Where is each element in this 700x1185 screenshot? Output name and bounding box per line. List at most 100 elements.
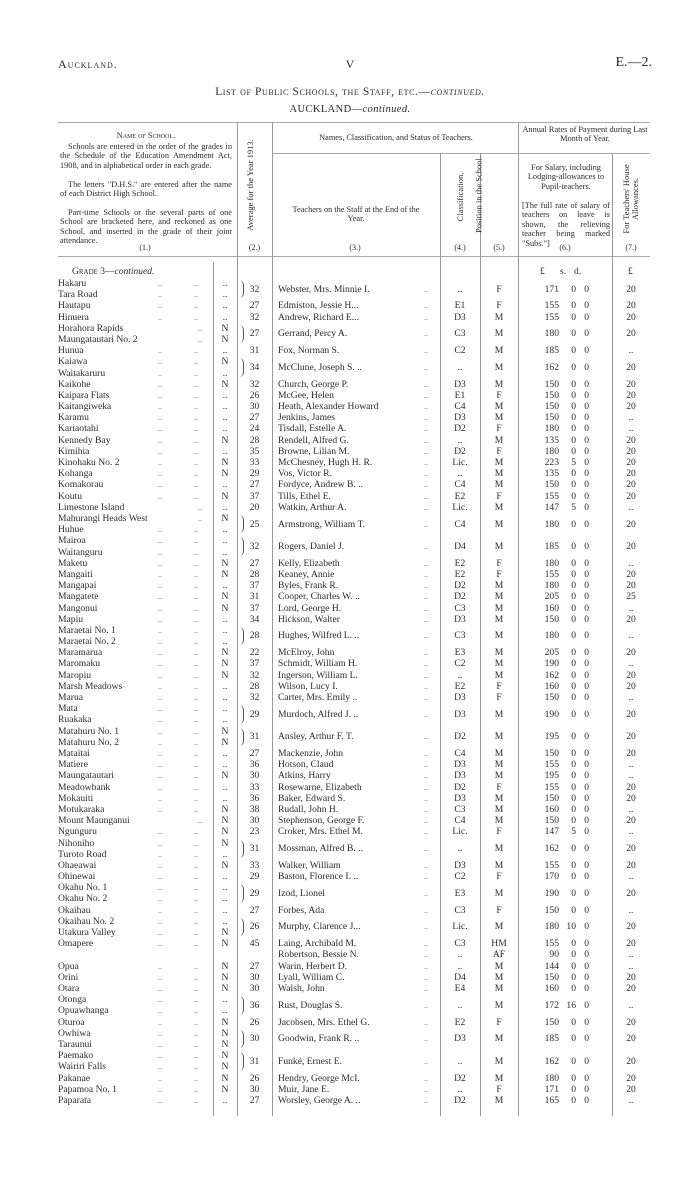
school-names: Mokauiti [58,793,213,804]
salary-pence: 0 [584,401,589,413]
classification-cell: E1 [440,390,480,401]
school-names: Maungatautari [58,770,213,781]
position-cell: M [480,580,518,591]
classification-cell: D3 [440,312,480,323]
average-attendance: 36 [237,994,272,1016]
salary-shillings: 5 [571,826,576,838]
average-attendance: 31 [237,591,272,602]
school-names: Hunua [58,345,213,356]
classification-cell: D3 [440,1028,480,1050]
school-name: Otonga [58,994,213,1005]
classification: C3 [454,602,466,614]
classification-cell: E3 [440,882,480,904]
house-allowance: 20 [626,311,636,323]
house-allowance: 20 [626,361,636,373]
native-flags: N [213,658,237,669]
school-name: Meadowbank [58,782,213,793]
average-attendance: 30 [237,815,272,826]
teacher-name: Ingerson, William L. [278,670,440,681]
col1-note: The letters "D.H.S." are entered after t… [60,180,232,199]
native-flags: N [213,961,237,972]
average-value: 28 [249,630,260,642]
native-flags: N [213,860,237,871]
teacher-name: McElroy, John [278,647,440,658]
school-name: Mangonui [58,603,213,614]
salary-amount: 155 0 0 [518,312,612,323]
teacher-name: Goodwin, Frank R. .. [278,1033,440,1044]
house-allowance-cell: 20 [612,278,650,300]
salary-shillings: 16 [566,999,576,1011]
average-value: 26 [249,921,260,933]
house-allowance-cell: 20 [612,860,650,871]
salary-cell: 150 0 0 [518,401,612,412]
salary-pounds: 223 [544,457,559,469]
native-flags: .... [213,994,237,1016]
average-attendance: 33 [237,457,272,468]
house-allowance: 20 [626,971,636,983]
salary-pounds: 172 [544,999,559,1011]
native-flag: .. [222,278,228,289]
house-allowance-cell: .. [612,804,650,815]
native-flags: .. [213,614,237,625]
position-cell: F [480,569,518,580]
salary-shillings: 0 [571,843,576,855]
classification: E2 [454,557,466,569]
average-attendance: 34 [237,614,272,625]
classification: D3 [454,792,466,804]
house-allowance-cell: 20 [612,838,650,860]
school-entry-row: Mangaiti N 28 Keaney, Annie E2 F 155 00 20 [58,569,650,580]
house-allowance: 20 [626,434,636,446]
position-cell: F [480,423,518,434]
average-value: 31 [249,1055,260,1067]
school-names: HakaruTara Road [58,278,213,301]
house-allowance-cell: 20 [612,882,650,904]
native-flag: N [221,378,229,390]
average-attendance: 32 [237,670,272,681]
salary-pounds: 185 [544,540,559,552]
salary-shillings: 0 [571,568,576,580]
salary-amount: 162 0 0 [518,670,612,681]
native-flag: N [221,927,229,939]
salary-pounds: 160 [544,602,559,614]
position: M [494,770,504,782]
house-allowance-cell: 20 [612,356,650,378]
teacher-name-cell: Gerrand, Percy A. [272,323,440,345]
average-value: 27 [249,960,260,972]
salary-amount: 180 0 0 [518,1073,612,1084]
teacher-name: Baston, Florence I. .. [278,871,440,882]
salary-amount: 160 0 0 [518,983,612,994]
school-name: Opua [58,961,213,972]
position-cell: M [480,614,518,625]
average-attendance: 37 [237,603,272,614]
school-names: NihonihoTuroto Road [58,838,213,861]
position-cell: M [480,412,518,423]
teacher-name: Funké, Ernest E. [278,1056,440,1067]
house-allowance-cell: 20 [612,513,650,535]
salary-cell: 223 5 0 [518,457,612,468]
average-value: 26 [249,1072,260,1084]
position-cell: F [480,1017,518,1028]
salary-shillings: 0 [571,345,576,357]
position-cell: M [480,591,518,602]
native-flags: .. [213,423,237,434]
house-allowance-cell: .. [612,692,650,703]
position: M [494,759,504,771]
school-name: Orini [58,972,213,983]
salary-pounds: 205 [544,591,559,603]
salary-cell: 150 0 0 [518,692,612,703]
average-attendance: 29 [237,703,272,725]
salary-cell: 160 0 0 [518,804,612,815]
house-allowance-cell: 20 [612,815,650,826]
native-flags: N [213,1017,237,1028]
salary-pounds: 180 [544,445,559,457]
average-attendance: 23 [237,826,272,837]
average-value: 45 [249,938,260,950]
teacher-name: Armstrong, William T. [278,519,440,530]
house-allowance: .. [628,960,634,972]
classification: D4 [454,540,466,552]
classification-cell: D4 [440,535,480,557]
classification: D2 [454,591,466,603]
teacher-name-cell: Rust, Douglas S. [272,994,440,1016]
position: M [494,479,504,491]
average-attendance: 27 [237,748,272,759]
